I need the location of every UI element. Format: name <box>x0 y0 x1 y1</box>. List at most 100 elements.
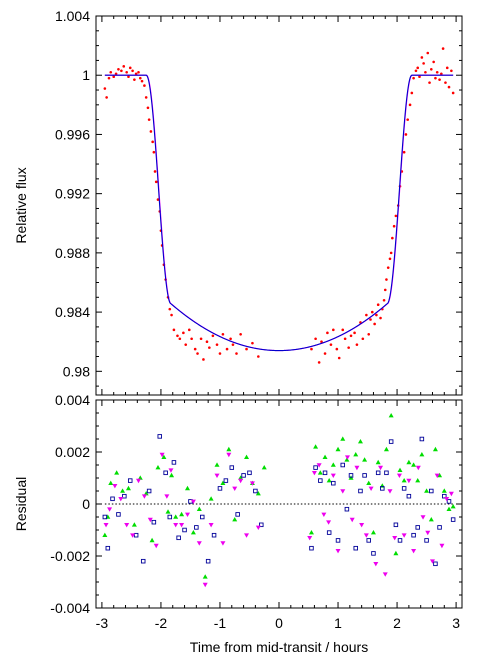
observed-point <box>151 140 154 144</box>
residual-point-magenta <box>368 486 374 491</box>
residual-point-magenta <box>359 523 365 528</box>
observed-point <box>146 106 150 110</box>
residual-point-green <box>370 530 376 535</box>
observed-point <box>257 355 260 358</box>
observed-point <box>361 337 365 341</box>
observed-point <box>379 316 382 320</box>
residual-point-green <box>326 478 332 483</box>
residual-point-blue <box>133 532 139 538</box>
observed-point <box>133 78 136 81</box>
residual-point-magenta <box>363 533 369 538</box>
residual-point-magenta <box>373 562 379 567</box>
observed-point <box>114 72 118 76</box>
observed-point <box>414 69 418 73</box>
observed-point <box>127 75 130 78</box>
observed-point <box>418 75 421 78</box>
residual-point-blue <box>151 519 157 525</box>
observed-point <box>229 337 232 341</box>
residual-point-magenta <box>168 468 174 473</box>
observed-point <box>105 96 108 99</box>
residual-point-magenta <box>448 491 454 497</box>
top-ytick-label: 0.98 <box>63 363 90 379</box>
residual-point-blue <box>313 465 318 470</box>
residual-point-blue <box>205 558 211 564</box>
observed-point <box>170 313 173 317</box>
residual-point-magenta <box>232 486 238 491</box>
observed-point <box>140 79 144 83</box>
residual-point-blue <box>247 470 252 476</box>
residual-point-magenta <box>185 512 190 517</box>
observed-point <box>176 334 179 338</box>
residual-point-green <box>446 506 452 511</box>
residual-point-green <box>393 550 399 556</box>
residual-point-blue <box>211 532 217 538</box>
observed-point <box>152 150 156 154</box>
residual-point-blue <box>167 514 173 520</box>
residual-point-green <box>366 480 372 485</box>
residual-point-green <box>143 491 149 496</box>
observed-point <box>373 322 376 326</box>
observed-point <box>122 65 126 68</box>
residual-point-blue <box>217 486 223 491</box>
residual-point-magenta <box>330 473 336 478</box>
residual-point-magenta <box>118 497 124 502</box>
observed-point <box>383 288 387 292</box>
residual-point-green <box>344 457 350 462</box>
observed-point <box>376 303 380 306</box>
residual-point-magenta <box>202 582 208 588</box>
light-curve-y-axis-label: Relative flux <box>13 167 29 243</box>
observed-point <box>137 70 140 74</box>
residual-point-blue <box>253 488 258 494</box>
residual-point-magenta <box>244 533 250 538</box>
observed-point <box>326 331 329 335</box>
observed-point <box>385 278 388 281</box>
residual-point-green <box>214 462 220 467</box>
residual-point-blue <box>437 525 442 530</box>
observed-point <box>153 170 157 173</box>
residual-point-magenta <box>335 549 341 554</box>
observed-point <box>211 334 215 338</box>
residual-point-green <box>261 465 267 470</box>
residual-point-magenta <box>382 572 388 577</box>
residual-point-green <box>308 530 314 535</box>
residual-point-blue <box>371 551 376 556</box>
residual-point-green <box>317 470 323 475</box>
residual-point-magenta <box>415 465 421 471</box>
light-curve-ticks <box>96 15 462 395</box>
observed-point <box>225 347 229 351</box>
residual-point-blue <box>358 488 363 494</box>
residual-point-blue <box>259 522 264 528</box>
residual-data <box>102 413 456 588</box>
residual-point-green <box>383 446 389 452</box>
residual-point-blue <box>318 478 323 483</box>
observed-point <box>435 70 439 74</box>
observed-point <box>445 66 449 70</box>
residual-point-green <box>437 472 443 478</box>
residual-point-green <box>131 522 137 527</box>
residual-tick-labels: -0.004 -0.002 0 0.002 0.004 -3 -2 -1 0 1 2 3 <box>50 392 460 631</box>
residual-point-magenta <box>107 507 113 512</box>
observed-point <box>382 298 386 302</box>
xtick-label: -2 <box>155 615 168 631</box>
residual-point-blue <box>362 473 367 478</box>
xtick-label: 2 <box>393 615 401 631</box>
residual-point-blue <box>388 439 394 444</box>
residual-point-blue <box>393 522 399 528</box>
residual-point-green <box>165 509 171 514</box>
residual-point-blue <box>194 525 199 530</box>
observed-point <box>128 66 132 70</box>
observed-point <box>412 76 415 80</box>
observed-point <box>404 133 408 136</box>
observed-point <box>343 337 347 341</box>
residual-point-magenta <box>208 523 214 528</box>
model-curve-magenta <box>104 74 454 352</box>
residual-point-green <box>255 491 261 496</box>
residual-frame <box>95 399 463 609</box>
residual-point-green <box>441 488 447 493</box>
residual-point-blue <box>415 525 420 530</box>
observed-point <box>138 76 142 80</box>
observed-point <box>193 347 197 351</box>
residual-point-blue <box>446 499 452 504</box>
observed-point <box>109 70 113 74</box>
